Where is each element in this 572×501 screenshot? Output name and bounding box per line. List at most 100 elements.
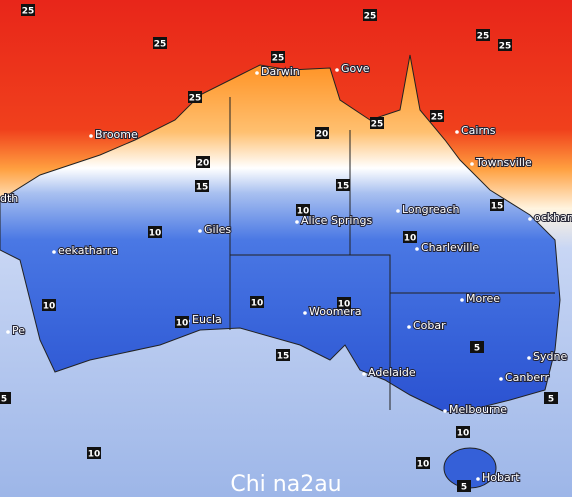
state-borders <box>229 97 555 410</box>
city-label: Townsville <box>475 156 532 169</box>
city-dot <box>89 134 93 138</box>
contour-box <box>250 296 264 308</box>
city-label: Charleville <box>421 241 479 254</box>
city-label: Pe <box>12 324 25 337</box>
contour-label: 25 <box>22 7 35 17</box>
contour-box <box>195 180 209 192</box>
contour-label: 25 <box>499 42 512 52</box>
contour-box <box>336 179 350 191</box>
contour-box <box>403 231 417 243</box>
city-label: Longreach <box>402 203 459 216</box>
contour-box <box>0 392 11 404</box>
contour-box <box>476 29 490 41</box>
city-dot <box>443 409 447 413</box>
contour-label: 5 <box>1 395 7 405</box>
city-dot <box>470 162 474 166</box>
contour-label: 25 <box>189 94 202 104</box>
contour-label: 5 <box>548 395 554 405</box>
city-label: Moree <box>466 292 500 305</box>
city-dot <box>52 250 56 254</box>
contour-box <box>196 156 210 168</box>
contour-label: 10 <box>43 302 56 312</box>
contour-label: 25 <box>477 32 490 42</box>
contour-label: 15 <box>337 182 350 192</box>
city-label: Broome <box>95 128 138 141</box>
city-dot <box>407 325 411 329</box>
contour-box <box>457 480 471 492</box>
contour-box <box>498 39 512 51</box>
city-label: Melbourne <box>449 403 507 416</box>
contour-label: 25 <box>371 120 384 130</box>
city-dot <box>396 209 400 213</box>
city-label: Canberr <box>505 371 549 384</box>
city-label: Eucla <box>192 313 222 326</box>
city-label: Cairns <box>461 124 496 137</box>
contour-label: 15 <box>491 202 504 212</box>
contour-label: 10 <box>149 229 162 239</box>
contour-label: 20 <box>316 130 329 140</box>
watermark: Chi na2au <box>230 472 341 497</box>
city-dot <box>455 130 459 134</box>
city-label: Cobar <box>413 319 446 332</box>
contour-box <box>276 349 290 361</box>
city-dot <box>415 247 419 251</box>
contour-box <box>470 341 484 353</box>
city-dot <box>255 71 259 75</box>
contour-label: 10 <box>417 460 430 470</box>
contour-label: 25 <box>272 54 285 64</box>
contour-label: 10 <box>297 207 310 217</box>
contour-box <box>416 457 430 469</box>
contour-box <box>430 110 444 122</box>
contour-box <box>544 392 558 404</box>
contour-label: 10 <box>338 300 351 310</box>
contour-box <box>42 299 56 311</box>
contour-label: 20 <box>197 159 210 169</box>
contour-box <box>87 447 101 459</box>
contour-label: 5 <box>474 344 480 354</box>
city-label: Gove <box>341 62 370 75</box>
contour-box <box>296 204 310 216</box>
contour-label: 10 <box>251 299 264 309</box>
contour-label: 10 <box>176 319 189 329</box>
city-dot <box>499 377 503 381</box>
contour-label: 25 <box>431 113 444 123</box>
contour-box <box>490 199 504 211</box>
city-label: Alice Springs <box>301 214 372 227</box>
contour-box <box>271 51 285 63</box>
contour-box <box>21 4 35 16</box>
contour-box <box>315 127 329 139</box>
city-dot <box>527 356 531 360</box>
contour-box <box>456 426 470 438</box>
contour-label: 5 <box>461 483 467 493</box>
city-dot <box>295 220 299 224</box>
city-dot <box>6 330 10 334</box>
contour-label: 25 <box>364 12 377 22</box>
city-label: ockham <box>534 211 572 224</box>
city-dot <box>460 298 464 302</box>
city-label: Sydne <box>533 350 567 363</box>
contour-label: 25 <box>154 40 167 50</box>
contour-box <box>337 297 351 309</box>
contour-box <box>188 91 202 103</box>
city-dot <box>528 217 532 221</box>
contour-label: 15 <box>277 352 290 362</box>
city-label: Woomera <box>309 305 361 318</box>
contour-label: 10 <box>404 234 417 244</box>
city-label: Adelaide <box>368 366 416 379</box>
city-dot <box>303 311 307 315</box>
city-label: Hobart <box>482 471 520 484</box>
city-dot <box>198 229 202 233</box>
city-dot <box>335 68 339 72</box>
contour-box <box>363 9 377 21</box>
city-label: Giles <box>204 223 231 236</box>
city-dot <box>476 477 480 481</box>
contour-label: 10 <box>88 450 101 460</box>
city-dot <box>362 372 366 376</box>
city-label: eekatharra <box>58 244 118 257</box>
city-label: dth <box>0 192 18 205</box>
contour-box <box>148 226 162 238</box>
australia <box>0 54 561 413</box>
contour-box <box>175 316 189 328</box>
city-label: Darwin <box>261 65 300 78</box>
